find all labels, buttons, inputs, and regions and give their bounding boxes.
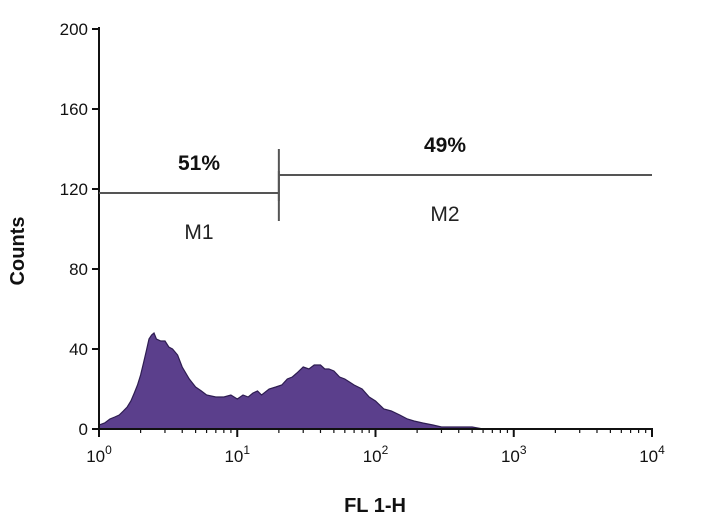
y-tick-label: 200 — [60, 20, 88, 39]
x-axis-title: FL 1-H — [344, 495, 406, 517]
y-tick-label: 120 — [60, 180, 88, 199]
y-tick-label: 0 — [79, 420, 88, 439]
gate-markers: M1 51% M2 49% — [99, 134, 652, 244]
y-tick-label: 160 — [60, 100, 88, 119]
marker-percent-label: 51% — [178, 152, 220, 175]
marker-label: M1 — [184, 221, 213, 244]
x-tick-label: 100 — [86, 443, 112, 466]
histogram-area — [98, 332, 514, 430]
y-tick-label: 80 — [69, 260, 88, 279]
x-tick-label: 101 — [224, 443, 250, 466]
x-tick-label: 103 — [501, 443, 527, 466]
y-tick-label: 40 — [69, 340, 88, 359]
marker-m1: M1 51% — [99, 152, 280, 244]
x-tick-label: 104 — [639, 443, 665, 466]
x-tick-label: 102 — [363, 443, 389, 466]
marker-label: M2 — [430, 203, 459, 226]
histogram-series — [98, 332, 514, 430]
marker-percent-label: 49% — [424, 134, 466, 157]
axes: 0 40 80 120 160 200 100 101 102 103 104 — [60, 20, 665, 466]
marker-m2: M2 49% — [277, 134, 652, 226]
y-axis-title: Counts — [7, 217, 29, 286]
